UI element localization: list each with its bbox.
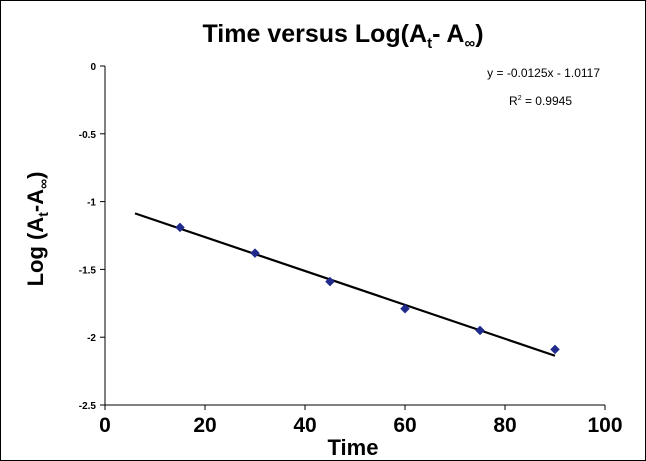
x-tick-label: 60 <box>393 414 416 437</box>
x-tick-label: 100 <box>587 414 622 437</box>
chart-title-sub1: t <box>427 35 432 52</box>
y-axis-label-suffix: ) <box>23 172 48 179</box>
data-point <box>400 303 410 314</box>
chart-title-middle: - A <box>432 20 464 48</box>
x-tick-label: 40 <box>293 414 316 437</box>
x-axis-label: Time <box>328 435 379 460</box>
y-axis-label: Log (At-A∞) <box>23 172 51 287</box>
data-point <box>250 248 260 258</box>
x-tick-label: 80 <box>493 414 516 437</box>
data-point <box>175 222 185 233</box>
trendline-equation: y = -0.0125x - 1.0117 <box>487 66 600 80</box>
x-tick-label: 0 <box>99 414 111 437</box>
y-tick-label: -1 <box>87 198 96 209</box>
y-tick-label: -2 <box>87 333 96 344</box>
trendline <box>134 212 556 357</box>
chart-title: Time versus Log(At- A∞) <box>202 20 483 52</box>
data-point <box>550 344 560 355</box>
chart-title-sub2: ∞ <box>464 35 475 52</box>
y-axis-label-sub2: ∞ <box>35 179 51 189</box>
y-axis-label-middle: -A <box>23 189 48 212</box>
plot-layer: 0-0.5-1-1.5-2-2.50 20 40 60 80 100 <box>79 62 623 437</box>
r-squared-value: = 0.9945 <box>522 94 573 108</box>
chart-title-prefix: Time versus Log(A <box>202 20 427 48</box>
r-squared-label: R <box>509 94 518 108</box>
chart-title-suffix: ) <box>475 20 483 48</box>
y-axis-label-prefix: Log (A <box>23 217 48 287</box>
data-point <box>325 276 335 287</box>
y-tick-label: -1.5 <box>79 265 97 276</box>
y-tick-label: -2.5 <box>79 401 97 412</box>
data-point <box>475 325 485 336</box>
y-tick-label: -0.5 <box>79 130 97 141</box>
y-tick-label: 0 <box>90 62 96 73</box>
trendline-r-squared: R2 = 0.9945 <box>509 94 572 108</box>
r-squared-superscript: 2 <box>518 95 522 102</box>
y-axis-label-sub1: t <box>35 212 51 217</box>
x-tick-label: 20 <box>193 414 216 437</box>
